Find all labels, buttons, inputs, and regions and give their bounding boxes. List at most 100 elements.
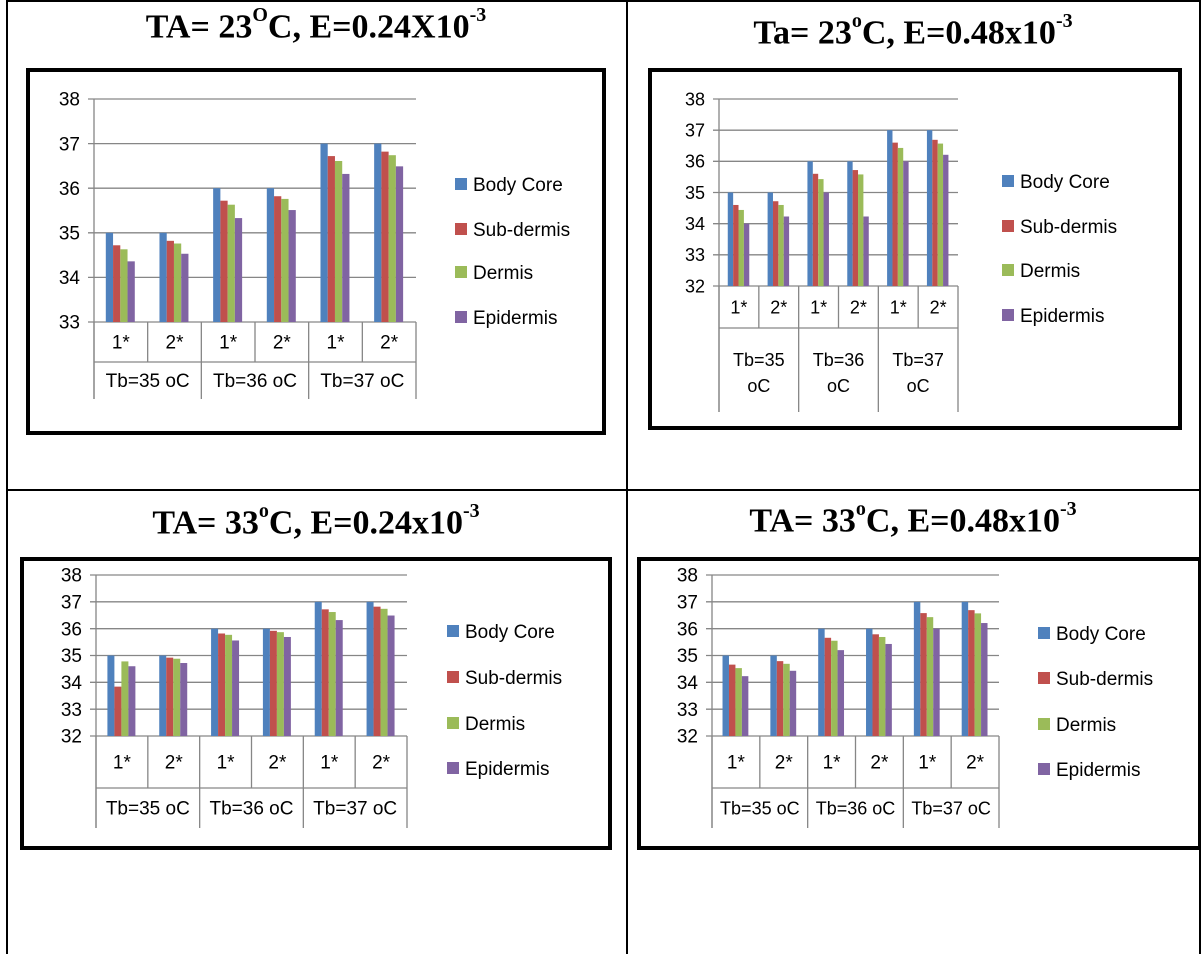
- bar: [283, 636, 291, 736]
- bar: [866, 628, 873, 736]
- bar: [320, 143, 328, 322]
- bar: [926, 130, 933, 286]
- legend-label: Dermis: [473, 263, 533, 284]
- chart-title: TA= 33oC, E=0.48x10-3: [749, 498, 1077, 540]
- chart-panel-4: TA= 33oC, E=0.48x10-3 32 33 34 35 36 37 38 1* 2*…: [628, 492, 1201, 954]
- x-tick-label: 2*: [775, 753, 794, 774]
- bar: [373, 606, 381, 736]
- y-tick-label: 34: [685, 214, 705, 234]
- bar: [395, 166, 404, 322]
- y-tick-label: 35: [685, 183, 705, 203]
- x-tick-label: 1*: [730, 297, 747, 317]
- x-tick-label: 2*: [930, 297, 947, 317]
- legend-swatch: [447, 625, 459, 637]
- bar: [943, 154, 949, 286]
- bar: [274, 196, 282, 322]
- bar: [218, 633, 226, 736]
- x-tick-label: 2*: [273, 333, 292, 354]
- legend-label: Dermis: [1056, 715, 1116, 736]
- y-tick-label: 32: [685, 276, 705, 296]
- bar: [227, 204, 235, 322]
- bar: [381, 151, 389, 322]
- bar: [181, 253, 189, 322]
- bar: [852, 170, 859, 286]
- bar: [733, 204, 739, 286]
- bar: [783, 663, 790, 736]
- legend-label: Sub-dermis: [473, 220, 570, 241]
- legend-label: Epidermis: [1020, 306, 1104, 327]
- bar: [743, 223, 750, 286]
- y-tick-label: 34: [59, 268, 81, 289]
- bar: [897, 147, 904, 286]
- legend-swatch: [1038, 627, 1050, 639]
- bar-chart: 32 33 34 35 36 37 38 1* 2* 1* 2* 1* 2* Tb=35 oC Tb=36 …: [677, 566, 1153, 828]
- bar: [818, 179, 824, 286]
- legend-swatch: [1038, 672, 1050, 684]
- bar: [166, 657, 174, 736]
- y-tick-label: 32: [61, 727, 82, 748]
- legend-swatch: [447, 762, 459, 774]
- bar: [807, 161, 813, 286]
- bar: [831, 640, 838, 736]
- legend-label: Dermis: [465, 714, 525, 735]
- bar: [335, 620, 343, 736]
- legend-swatch: [1038, 718, 1050, 730]
- bar: [173, 243, 182, 322]
- chart-frame: 32 33 34 35 36 37 38 1* 2* 1* 2* 1* 2* Tb=35 oC Tb=36 …: [637, 557, 1201, 850]
- bar: [722, 655, 729, 736]
- legend-swatch: [455, 178, 467, 190]
- bar: [113, 245, 121, 322]
- x-group-label: Tb=36 oC: [213, 371, 297, 392]
- x-tick-label: 2*: [372, 753, 391, 774]
- bar-chart: 32 33 34 35 36 37 38 1* 2* 1* 2* 1* 2* Tb=35 oC Tb=36 oC…: [685, 89, 1117, 412]
- bar: [847, 161, 853, 286]
- bar: [937, 143, 944, 286]
- bar: [783, 216, 790, 286]
- x-group-label: Tb=36 oC: [816, 798, 896, 818]
- chart-panel-1: TA= 23OC, E=0.24X10-3 33 34 35 36 37 38 1* 2* 1*…: [6, 0, 626, 490]
- x-tick-label: 1*: [112, 333, 131, 354]
- y-tick-label: 38: [685, 89, 705, 109]
- bar: [328, 612, 336, 736]
- bar: [926, 617, 934, 736]
- bar: [121, 661, 129, 736]
- bar: [778, 204, 784, 286]
- figure-grid-table: [6, 0, 1201, 954]
- x-tick-label: 2*: [850, 297, 867, 317]
- bar: [380, 608, 388, 736]
- bar: [180, 663, 188, 736]
- bar: [812, 173, 819, 286]
- y-tick-label: 38: [59, 90, 80, 111]
- bar: [837, 650, 845, 736]
- bar: [887, 130, 893, 286]
- bar: [128, 666, 136, 736]
- bar: [127, 261, 135, 322]
- x-group-label: Tb=37 oC: [320, 371, 404, 392]
- y-tick-label: 35: [61, 646, 82, 667]
- bar: [232, 640, 240, 736]
- x-tick-label: 1*: [219, 333, 238, 354]
- y-tick-label: 36: [685, 152, 705, 172]
- bar: [314, 601, 322, 736]
- y-tick-label: 36: [61, 619, 82, 640]
- y-tick-label: 37: [685, 120, 705, 140]
- y-tick-label: 37: [61, 592, 82, 613]
- y-tick-label: 36: [59, 179, 80, 200]
- chart-frame: 32 33 34 35 36 37 38 1* 2* 1* 2* 1* 2* Tb=35 oC Tb=36 …: [20, 557, 612, 850]
- y-tick-label: 34: [677, 673, 699, 694]
- bar: [269, 630, 277, 736]
- x-group-label: Tb=35 oC: [106, 799, 190, 820]
- legend-swatch: [1002, 175, 1014, 187]
- bar: [727, 192, 734, 286]
- chart-frame: 32 33 34 35 36 37 38 1* 2* 1* 2* 1* 2* Tb=35 oC Tb=36 oC…: [648, 68, 1182, 430]
- bar: [159, 232, 167, 322]
- x-group-label: Tb=37 oC: [313, 799, 397, 820]
- bar: [234, 218, 243, 322]
- bar: [366, 601, 374, 736]
- bar: [728, 664, 736, 736]
- x-group-label: Tb=37 oC: [911, 798, 991, 818]
- bar: [159, 655, 167, 736]
- x-tick-label: 2*: [165, 753, 184, 774]
- y-tick-label: 35: [677, 646, 698, 667]
- bar: [120, 249, 128, 322]
